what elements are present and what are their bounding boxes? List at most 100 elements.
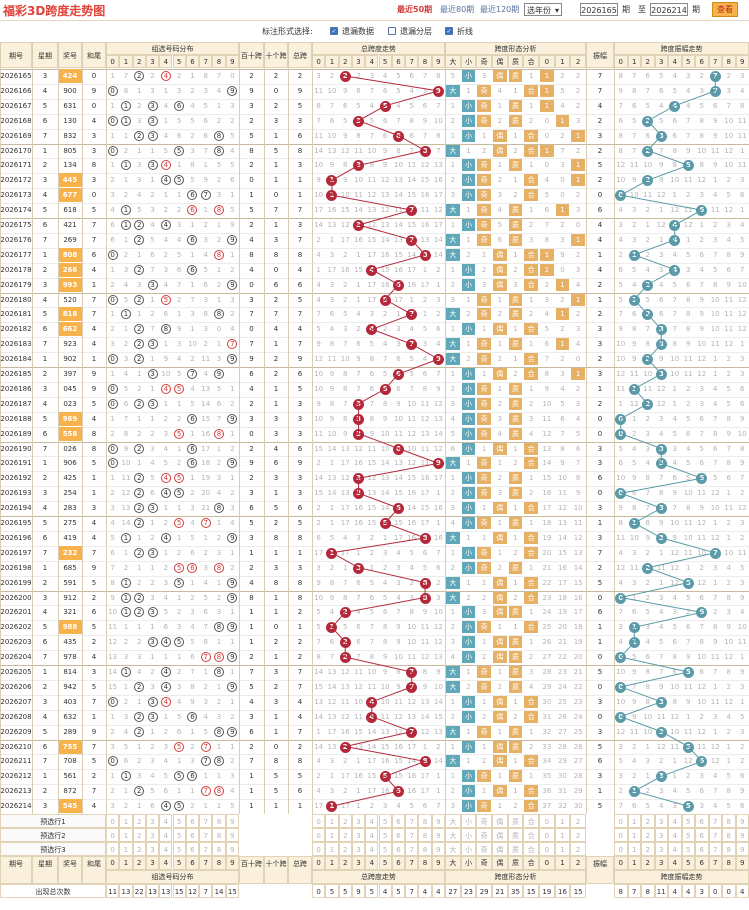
predict-cell[interactable]: 0 xyxy=(106,842,120,856)
missing-layer-checkbox[interactable] xyxy=(388,27,396,35)
predict-form-cell[interactable]: 1 xyxy=(554,828,571,842)
predict-cell[interactable]: 1 xyxy=(119,842,133,856)
predict-cell[interactable]: 5 xyxy=(681,814,695,828)
predict-cell[interactable]: 2 xyxy=(338,842,352,856)
predict-form-cell[interactable]: 合 xyxy=(523,842,539,856)
predict-cell[interactable]: 1 xyxy=(627,814,641,828)
predict-cell[interactable]: 2 xyxy=(132,828,146,842)
predict-cell[interactable]: 2 xyxy=(641,828,655,842)
predict-cell[interactable]: 7 xyxy=(708,814,722,828)
predict-cell[interactable]: 7 xyxy=(199,814,213,828)
predict-form-cell[interactable]: 0 xyxy=(539,842,555,856)
week-header[interactable]: 星期 xyxy=(32,42,58,68)
predict-cell[interactable]: 9 xyxy=(735,842,749,856)
predict-cell[interactable]: 0 xyxy=(106,828,120,842)
predict-cell[interactable]: 8 xyxy=(212,814,226,828)
predict-cell[interactable]: 7 xyxy=(405,814,419,828)
predict-form-cell[interactable]: 合 xyxy=(523,828,539,842)
predict-form-cell[interactable]: 2 xyxy=(570,842,586,856)
predict-form-cell[interactable]: 质 xyxy=(507,828,524,842)
predict-cell[interactable]: 4 xyxy=(668,828,682,842)
predict-cell[interactable]: 3 xyxy=(145,842,160,856)
predict-cell[interactable]: 5 xyxy=(378,814,392,828)
predict-cell[interactable]: 9 xyxy=(225,814,239,828)
predict-cell[interactable]: 1 xyxy=(325,814,339,828)
missing-data-checkbox[interactable]: ✓ xyxy=(330,27,338,35)
prize-header[interactable]: 奖号 xyxy=(58,42,82,68)
predict-cell[interactable]: 4 xyxy=(365,814,379,828)
predict-cell[interactable]: 9 xyxy=(431,828,445,842)
predict-cell[interactable]: 9 xyxy=(735,814,749,828)
predict-cell[interactable]: 0 xyxy=(614,842,628,856)
predict-form-cell[interactable]: 奇 xyxy=(476,814,492,828)
predict-form-cell[interactable]: 大 xyxy=(445,828,461,842)
predict-cell[interactable]: 8 xyxy=(212,842,226,856)
total-span-header[interactable]: 总跨 xyxy=(288,42,312,68)
predict-form-cell[interactable]: 小 xyxy=(460,828,477,842)
predict-cell[interactable]: 3 xyxy=(351,828,366,842)
predict-cell[interactable]: 1 xyxy=(119,828,133,842)
recent-80-link[interactable]: 最近80期 xyxy=(440,5,475,14)
predict-cell[interactable]: 2 xyxy=(132,814,146,828)
predict-form-cell[interactable]: 2 xyxy=(570,814,586,828)
predict-cell[interactable]: 2 xyxy=(338,814,352,828)
predict-form-cell[interactable]: 大 xyxy=(445,842,461,856)
predict-cell[interactable]: 8 xyxy=(722,828,736,842)
predict-cell[interactable]: 1 xyxy=(627,828,641,842)
predict-cell[interactable]: 0 xyxy=(614,814,628,828)
predict-cell[interactable]: 3 xyxy=(351,842,366,856)
end-issue-input[interactable]: 2026214 xyxy=(650,3,688,16)
view-button[interactable]: 查看 xyxy=(712,2,738,17)
predict-form-cell[interactable]: 偶 xyxy=(492,814,508,828)
predict-form-cell[interactable]: 质 xyxy=(507,814,524,828)
predict-cell[interactable]: 4 xyxy=(668,814,682,828)
predict-cell[interactable]: 6 xyxy=(391,842,406,856)
predict-cell[interactable]: 1 xyxy=(325,828,339,842)
predict-form-cell[interactable]: 大 xyxy=(445,814,461,828)
predict-cell[interactable]: 3 xyxy=(145,828,160,842)
predict-cell[interactable]: 2 xyxy=(338,828,352,842)
recent-50-link[interactable]: 最近50期 xyxy=(397,5,433,14)
predict-form-cell[interactable]: 1 xyxy=(554,842,571,856)
bh-span-header[interactable]: 百十跨 xyxy=(239,42,264,68)
predict-form-cell[interactable]: 小 xyxy=(460,814,477,828)
predict-form-cell[interactable]: 2 xyxy=(570,828,586,842)
predict-cell[interactable]: 6 xyxy=(185,814,200,828)
predict-cell[interactable]: 7 xyxy=(708,828,722,842)
predict-form-cell[interactable]: 1 xyxy=(554,814,571,828)
amplitude-header[interactable]: 振幅 xyxy=(586,42,614,68)
predict-cell[interactable]: 8 xyxy=(212,828,226,842)
predict-cell[interactable]: 7 xyxy=(405,842,419,856)
predict-cell[interactable]: 8 xyxy=(418,814,432,828)
sum-tail-header[interactable]: 和尾 xyxy=(82,42,106,68)
predict-cell[interactable]: 5 xyxy=(172,842,186,856)
predict-cell[interactable]: 9 xyxy=(431,842,445,856)
polyline-checkbox[interactable]: ✓ xyxy=(445,27,453,35)
recent-120-link[interactable]: 最近120期 xyxy=(480,5,520,14)
predict-cell[interactable]: 9 xyxy=(225,842,239,856)
predict-cell[interactable]: 6 xyxy=(695,842,709,856)
start-issue-input[interactable]: 2026165 xyxy=(580,3,618,16)
predict-cell[interactable]: 4 xyxy=(159,828,173,842)
predict-cell[interactable]: 1 xyxy=(627,842,641,856)
predict-cell[interactable]: 4 xyxy=(668,842,682,856)
predict-cell[interactable]: 3 xyxy=(145,814,160,828)
predict-cell[interactable]: 3 xyxy=(654,828,668,842)
predict-form-cell[interactable]: 奇 xyxy=(476,828,492,842)
form-analysis-header[interactable]: 跨度形态分析 xyxy=(445,42,586,55)
predict-cell[interactable]: 7 xyxy=(199,828,213,842)
predict-cell[interactable]: 7 xyxy=(199,842,213,856)
predict-cell[interactable]: 0 xyxy=(312,828,326,842)
predict-cell[interactable]: 0 xyxy=(312,814,326,828)
predict-cell[interactable]: 8 xyxy=(418,842,432,856)
issue-header[interactable]: 期号 xyxy=(0,42,32,68)
predict-cell[interactable]: 1 xyxy=(119,814,133,828)
predict-cell[interactable]: 4 xyxy=(159,814,173,828)
predict-form-cell[interactable]: 0 xyxy=(539,814,555,828)
predict-cell[interactable]: 5 xyxy=(172,814,186,828)
predict-cell[interactable]: 2 xyxy=(641,814,655,828)
predict-cell[interactable]: 2 xyxy=(641,842,655,856)
predict-cell[interactable]: 4 xyxy=(365,842,379,856)
predict-cell[interactable]: 9 xyxy=(431,814,445,828)
predict-cell[interactable]: 6 xyxy=(695,814,709,828)
